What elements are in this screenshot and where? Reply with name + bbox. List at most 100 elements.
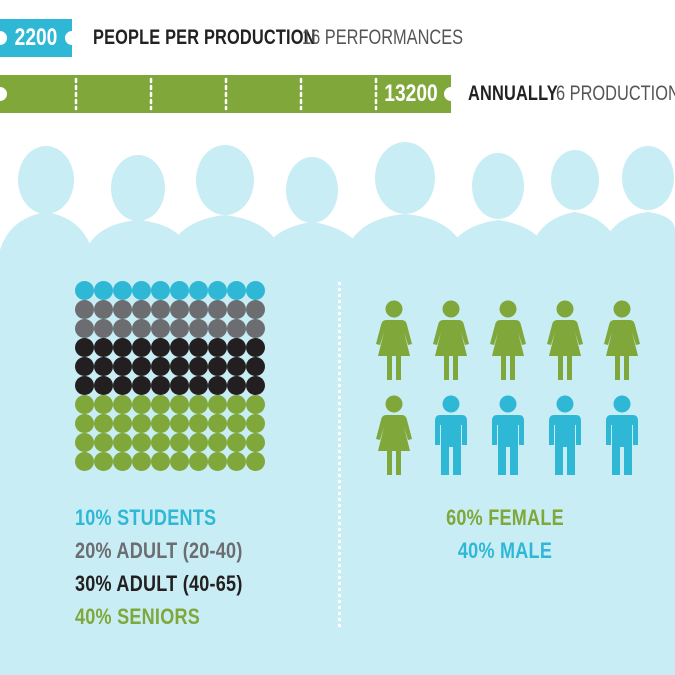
age-dot-adult_20_40 — [208, 319, 227, 338]
age-dot-adult_40_65 — [94, 376, 113, 395]
ticket-2200-value: 2200 — [14, 24, 58, 51]
age-dot-students — [151, 281, 170, 300]
age-dot-seniors — [132, 414, 151, 433]
performances-count: 16 PERFORMANCES — [302, 26, 464, 49]
age-dot-adult_40_65 — [189, 338, 208, 357]
age-dot-adult_40_65 — [113, 357, 132, 376]
age-dot-seniors — [75, 414, 94, 433]
age-dot-seniors — [189, 395, 208, 414]
age-dot-students — [132, 281, 151, 300]
age-dot-seniors — [208, 414, 227, 433]
age-dot-seniors — [189, 433, 208, 452]
age-dot-seniors — [132, 395, 151, 414]
age-dot-adult_40_65 — [94, 338, 113, 357]
female-icon — [488, 300, 528, 382]
age-dot-seniors — [246, 395, 265, 414]
age-dot-seniors — [246, 452, 265, 471]
age-dot-seniors — [170, 452, 189, 471]
age-dot-adult_40_65 — [208, 376, 227, 395]
age-dot-seniors — [75, 395, 94, 414]
age-dot-seniors — [94, 414, 113, 433]
age-dot-adult_40_65 — [132, 338, 151, 357]
legend-male: 40% MALE — [457, 538, 553, 563]
age-dot-seniors — [113, 452, 132, 471]
female-icon — [374, 300, 414, 382]
ticket-13200-value: 13200 — [384, 80, 438, 107]
age-dot-adult_20_40 — [94, 300, 113, 319]
age-dot-adult_40_65 — [94, 357, 113, 376]
female-icon — [545, 300, 585, 382]
age-dot-seniors — [208, 395, 227, 414]
female-icon — [602, 300, 642, 382]
age-dot-adult_40_65 — [189, 376, 208, 395]
age-dot-seniors — [94, 452, 113, 471]
age-dot-adult_40_65 — [170, 376, 189, 395]
age-dot-adult_40_65 — [227, 376, 246, 395]
age-dot-adult_20_40 — [170, 300, 189, 319]
legend-adult-20-40: 20% ADULT (20-40) — [75, 538, 243, 563]
ticket-strip-13200 — [0, 75, 451, 113]
age-dot-seniors — [227, 452, 246, 471]
age-dot-adult_40_65 — [113, 338, 132, 357]
per-production-label: PEOPLE PER PRODUCTION — [93, 26, 316, 49]
age-dot-students — [189, 281, 208, 300]
age-dot-students — [75, 281, 94, 300]
age-dot-adult_20_40 — [189, 319, 208, 338]
age-dot-seniors — [94, 433, 113, 452]
age-dot-seniors — [113, 414, 132, 433]
age-dot-adult_20_40 — [75, 319, 94, 338]
age-dot-seniors — [227, 414, 246, 433]
age-dot-adult_40_65 — [246, 357, 265, 376]
age-dot-seniors — [189, 452, 208, 471]
age-dot-adult_20_40 — [151, 319, 170, 338]
age-dot-adult_20_40 — [227, 300, 246, 319]
age-dot-adult_40_65 — [151, 338, 170, 357]
male-icon — [602, 395, 642, 477]
age-dot-seniors — [227, 395, 246, 414]
age-dot-adult_20_40 — [227, 319, 246, 338]
age-dot-seniors — [75, 452, 94, 471]
legend-students: 10% STUDENTS — [75, 505, 217, 530]
productions-count: 6 PRODUCTIONS — [556, 82, 675, 105]
age-dot-adult_40_65 — [151, 376, 170, 395]
age-dot-seniors — [189, 414, 208, 433]
age-dot-adult_20_40 — [151, 300, 170, 319]
age-dot-adult_40_65 — [75, 338, 94, 357]
age-dot-seniors — [208, 433, 227, 452]
legend-female: 60% FEMALE — [446, 505, 564, 530]
age-dot-adult_40_65 — [132, 376, 151, 395]
age-dot-adult_40_65 — [170, 357, 189, 376]
age-dot-adult_40_65 — [208, 357, 227, 376]
age-dot-students — [208, 281, 227, 300]
age-dot-seniors — [170, 395, 189, 414]
age-dot-adult_40_65 — [75, 376, 94, 395]
age-dot-seniors — [94, 395, 113, 414]
age-dot-seniors — [170, 414, 189, 433]
age-dot-adult_40_65 — [75, 357, 94, 376]
age-dot-adult_20_40 — [208, 300, 227, 319]
age-dot-adult_20_40 — [132, 319, 151, 338]
age-dot-seniors — [170, 433, 189, 452]
age-dot-seniors — [132, 452, 151, 471]
panel-divider — [338, 282, 343, 627]
age-dot-adult_20_40 — [170, 319, 189, 338]
age-dot-seniors — [75, 433, 94, 452]
age-dot-students — [227, 281, 246, 300]
age-dot-adult_40_65 — [227, 357, 246, 376]
age-dot-students — [94, 281, 113, 300]
age-dot-seniors — [151, 433, 170, 452]
age-dot-adult_40_65 — [132, 357, 151, 376]
age-dot-seniors — [246, 433, 265, 452]
age-dot-adult_40_65 — [208, 338, 227, 357]
age-dot-adult_40_65 — [246, 338, 265, 357]
age-dot-adult_20_40 — [246, 300, 265, 319]
age-dot-adult_20_40 — [113, 300, 132, 319]
age-dot-seniors — [151, 395, 170, 414]
age-dot-adult_40_65 — [246, 376, 265, 395]
age-dot-seniors — [227, 433, 246, 452]
age-dot-seniors — [246, 414, 265, 433]
age-dot-seniors — [151, 414, 170, 433]
age-dot-adult_40_65 — [227, 338, 246, 357]
age-dot-grid — [75, 281, 265, 471]
age-dot-adult_20_40 — [94, 319, 113, 338]
